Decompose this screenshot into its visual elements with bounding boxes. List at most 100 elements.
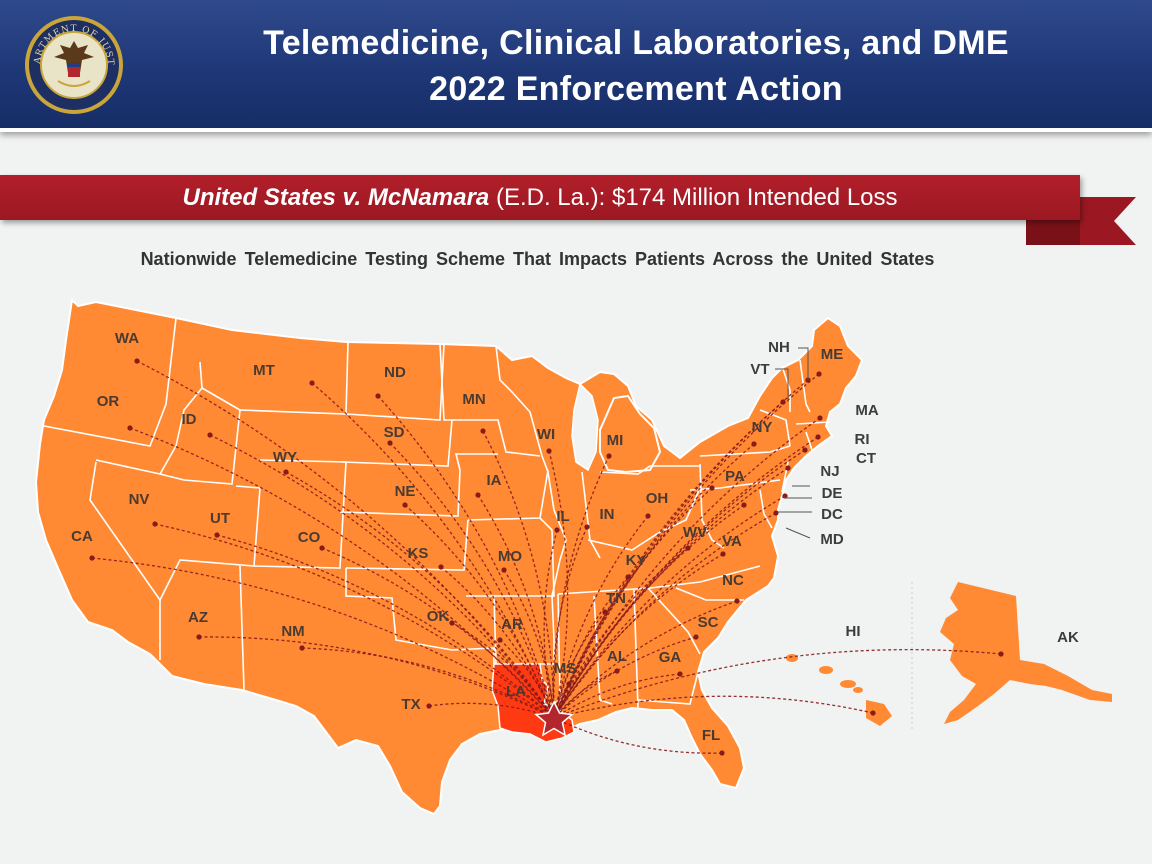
page-title: Telemedicine, Clinical Laboratories, and… (140, 20, 1132, 112)
hawaii-islands (786, 654, 892, 726)
state-label-ga: GA (659, 649, 682, 666)
state-label-de: DE (822, 485, 843, 502)
state-dot-wa (134, 358, 140, 364)
title-line-1: Telemedicine, Clinical Laboratories, and… (263, 24, 1009, 62)
connection-line-va (553, 553, 724, 719)
state-borders (43, 317, 831, 709)
state-dot-mo (501, 567, 507, 573)
connection-line-il (543, 529, 558, 719)
northeast-leader-lines (775, 347, 812, 539)
state-label-wv: WV (683, 524, 707, 541)
connection-line-ma (553, 417, 821, 719)
state-label-nv: NV (129, 491, 150, 508)
state-label-ny: NY (752, 419, 773, 436)
case-name: United States v. McNamara (182, 184, 490, 211)
state-dot-va (720, 551, 726, 557)
alaska-landmass (911, 582, 1112, 730)
connection-line-mi (553, 455, 610, 719)
state-label-ok: OK (427, 608, 450, 625)
state-dot-ca (89, 555, 95, 561)
state-label-wy: WY (273, 449, 297, 466)
state-label-ia: IA (487, 472, 502, 489)
state-label-la: LA (506, 683, 526, 700)
state-dot-ar (497, 637, 503, 643)
connection-line-oh (553, 515, 649, 719)
connection-line-ky (553, 576, 629, 719)
state-dot-ak (998, 651, 1004, 657)
state-dot-ks (438, 564, 444, 570)
state-label-dc: DC (821, 506, 843, 523)
connection-line-ut (216, 534, 555, 719)
state-label-sc: SC (698, 614, 719, 631)
state-label-nh: NH (768, 339, 790, 356)
state-dot-co (319, 545, 325, 551)
state-dot-ok (449, 620, 455, 626)
state-label-tn: TN (606, 590, 626, 607)
connection-line-nv (154, 523, 555, 719)
connection-line-nd (377, 395, 555, 719)
state-label-mt: MT (253, 362, 275, 379)
state-label-al: AL (607, 648, 627, 665)
state-label-tx: TX (401, 696, 420, 713)
state-dot-md (741, 502, 747, 508)
state-dot-ga (677, 671, 683, 677)
state-dot-hi (870, 710, 876, 716)
connection-line-ak (553, 649, 1002, 719)
continental-us-landmass (34, 297, 864, 816)
state-label-ky: KY (626, 552, 647, 569)
state-label-nj: NJ (820, 463, 839, 480)
state-label-co: CO (298, 529, 321, 546)
state-label-in: IN (600, 506, 615, 523)
state-dot-il (554, 527, 560, 533)
state-label-ut: UT (210, 510, 230, 527)
state-dot-nm (299, 645, 305, 651)
state-dot-pa (709, 485, 715, 491)
connection-line-sd (389, 442, 555, 719)
state-label-ks: KS (408, 545, 429, 562)
state-label-ar: AR (501, 616, 523, 633)
state-label-me: ME (821, 346, 844, 363)
connection-line-nj (553, 467, 789, 719)
connection-line-hi (553, 695, 874, 719)
state-label-ma: MA (855, 402, 878, 419)
state-dot-oh (645, 513, 651, 519)
state-dot-mt (309, 380, 315, 386)
connection-line-ga (553, 673, 681, 719)
connection-line-ct (553, 449, 806, 719)
state-dot-ny (751, 441, 757, 447)
state-label-il: IL (556, 508, 569, 525)
state-dot-wi (546, 448, 552, 454)
state-label-ri: RI (855, 431, 870, 448)
map-subtitle: Nationwide Telemedicine Testing Scheme T… (140, 249, 935, 269)
state-dot-or (127, 425, 133, 431)
state-label-ak: AK (1057, 629, 1079, 646)
state-dot-dc (773, 510, 779, 516)
court-name: (E.D. La.): (489, 184, 612, 211)
connection-line-in (552, 526, 588, 719)
connection-line-wy (285, 471, 555, 719)
state-dot-mn (480, 428, 486, 434)
state-label-pa: PA (725, 468, 745, 485)
state-dot-nc (734, 598, 740, 604)
state-label-mi: MI (607, 432, 624, 449)
connection-line-ia (477, 494, 555, 719)
state-dot-mi (606, 453, 612, 459)
state-dot-tx (426, 703, 432, 709)
header-bar: DEPARTMENT OF JUSTICE Telemedicine, Clin… (0, 0, 1152, 132)
connection-line-nm (301, 647, 555, 719)
state-dot-wy (283, 469, 289, 475)
state-dot-al (614, 668, 620, 674)
state-dot-fl (719, 750, 725, 756)
connection-line-md (553, 504, 745, 719)
state-label-hi: HI (846, 623, 861, 640)
connection-line-co (321, 547, 555, 719)
state-dot-id (207, 432, 213, 438)
state-dot-nv (152, 521, 158, 527)
connection-line-mo (503, 569, 555, 719)
state-label-wi: WI (537, 426, 555, 443)
state-label-md: MD (820, 531, 843, 548)
state-label-az: AZ (188, 609, 208, 626)
state-label-ct: CT (856, 450, 876, 467)
state-label-vt: VT (750, 361, 769, 378)
state-dot-me (816, 371, 822, 377)
